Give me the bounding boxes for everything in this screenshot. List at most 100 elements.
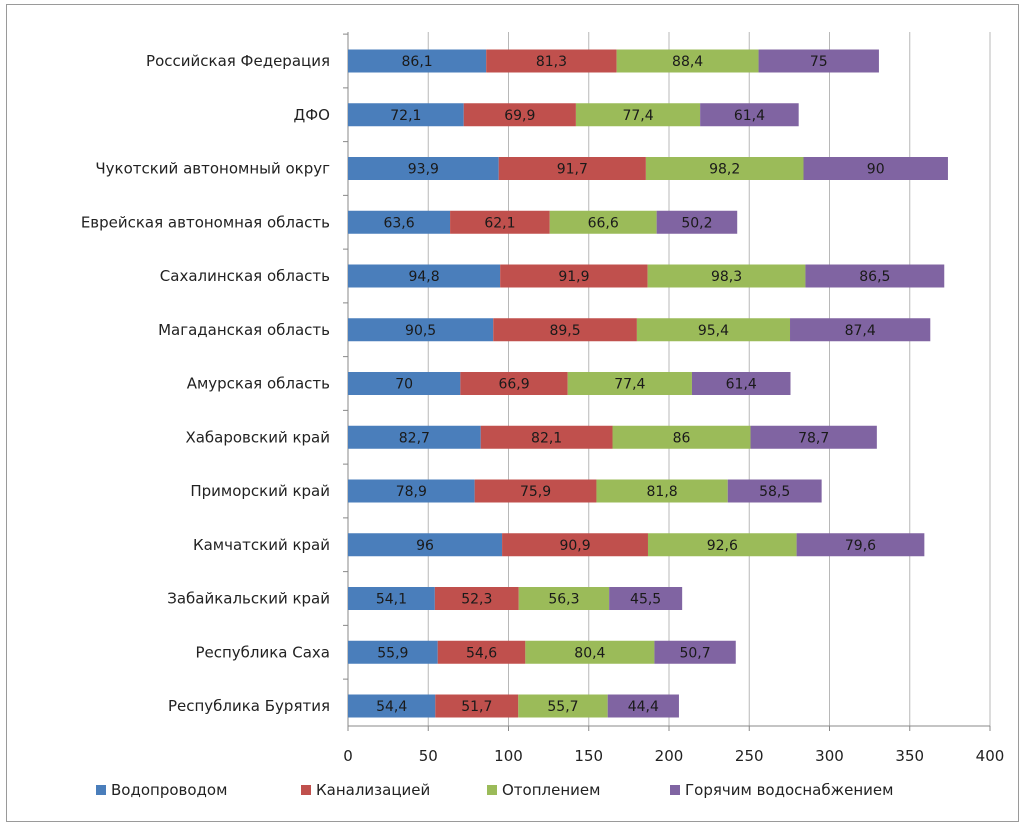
legend-swatch-канализацией [301,785,311,795]
data-label-отоплением-2: 98,2 [709,162,740,178]
bar-отоплением-8 [596,479,728,503]
bar-канализацией-8 [474,479,597,503]
x-tick-label-0: 0 [343,747,353,765]
bar-канализацией-7 [480,425,613,449]
data-label-канализацией-9: 90,9 [559,538,590,554]
data-label-горячим-водоснабжением-1: 61,4 [734,108,765,124]
bar-горячим-водоснабжением-7 [750,425,877,449]
category-label-10: Забайкальский край [167,590,330,608]
bar-водопроводом-1 [348,103,464,127]
category-label-5: Магаданская область [158,321,330,339]
bar-водопроводом-5 [348,318,494,342]
x-tick-label-250: 250 [735,747,764,765]
bar-горячим-водоснабжением-11 [654,640,736,664]
data-label-отоплением-4: 98,3 [711,269,742,285]
data-label-водопроводом-3: 63,6 [383,215,414,231]
data-label-отоплением-1: 77,4 [622,108,653,124]
data-label-канализацией-12: 51,7 [461,699,492,715]
bar-канализацией-3 [450,210,550,234]
data-label-отоплением-0: 88,4 [672,54,703,70]
bar-водопроводом-0 [348,49,487,73]
bar-канализацией-9 [502,533,648,557]
bar-канализацией-11 [437,640,526,664]
bar-отоплением-3 [549,210,657,234]
data-label-горячим-водоснабжением-5: 87,4 [845,323,876,339]
x-tick-label-400: 400 [976,747,1005,765]
data-label-канализацией-11: 54,6 [466,645,497,661]
data-label-водопроводом-12: 54,4 [376,699,407,715]
data-label-канализацией-0: 81,3 [536,54,567,70]
data-label-отоплением-8: 81,8 [647,484,678,500]
legend-label-канализацией: Канализацией [316,781,430,799]
bar-горячим-водоснабжением-0 [758,49,879,73]
bar-горячим-водоснабжением-3 [656,210,738,234]
legend-label-отоплением: Отоплением [502,781,600,799]
bar-горячим-водоснабжением-6 [691,372,791,395]
data-label-водопроводом-11: 55,9 [377,645,408,661]
data-label-водопроводом-4: 94,8 [408,269,439,285]
bar-канализацией-0 [486,49,617,73]
bar-водопроводом-2 [348,157,499,180]
legend-swatch-отоплением [487,785,497,795]
category-label-7: Хабаровский край [185,428,330,446]
category-label-8: Приморский край [190,482,330,500]
category-label-9: Камчатский край [193,536,330,554]
data-label-горячим-водоснабжением-3: 50,2 [681,215,712,231]
data-label-водопроводом-1: 72,1 [390,108,421,124]
data-label-канализацией-3: 62,1 [484,215,515,231]
bar-отоплением-7 [612,425,751,449]
data-label-горячим-водоснабжением-9: 79,6 [845,538,876,554]
bar-водопроводом-8 [348,479,475,503]
data-label-отоплением-10: 56,3 [548,592,579,608]
legend: Водопроводом Канализацией Отоплением Горячи… [96,781,893,799]
bar-водопроводом-7 [348,425,481,449]
bar-канализацией-10 [434,587,519,610]
bar-горячим-водоснабжением-8 [727,479,822,503]
data-label-отоплением-3: 66,6 [588,215,619,231]
bar-водопроводом-12 [348,694,436,718]
bar-водопроводом-11 [348,640,438,664]
bar-горячим-водоснабжением-2 [803,157,948,180]
data-label-водопроводом-5: 90,5 [405,323,436,339]
data-label-канализацией-2: 91,7 [557,162,588,178]
bar-водопроводом-6 [348,372,461,395]
data-label-канализацией-4: 91,9 [558,269,589,285]
data-label-горячим-водоснабжением-6: 61,4 [726,377,757,393]
data-label-водопроводом-2: 93,9 [408,162,439,178]
bar-отоплением-6 [567,372,692,395]
bar-канализацией-4 [500,264,648,288]
bar-канализацией-5 [493,318,637,342]
category-label-2: Чукотский автономный округ [95,160,330,178]
bar-канализацией-6 [460,372,568,395]
category-labels: Российская Федерация ДФО Чукотский автоном… [81,52,330,715]
bar-водопроводом-4 [348,264,501,288]
x-tick-labels: 0 50 100 150 200 250 300 350 400 [343,747,1004,765]
bar-горячим-водоснабжением-4 [805,264,945,288]
bar-канализацией-2 [498,157,646,180]
chart-frame [6,4,1019,822]
data-label-горячим-водоснабжением-12: 44,4 [628,699,659,715]
category-label-12: Республика Бурятия [168,697,330,715]
category-label-11: Республика Саха [195,643,330,661]
data-label-горячим-водоснабжением-8: 58,5 [759,484,790,500]
bar-отоплением-10 [518,587,610,610]
data-label-водопроводом-9: 96 [416,538,434,554]
bar-водопроводом-10 [348,587,435,610]
bar-водопроводом-3 [348,210,451,234]
bar-горячим-водоснабжением-5 [790,318,931,342]
data-label-водопроводом-6: 70 [395,377,413,393]
legend-swatch-горячим-водоснабжением [670,785,680,795]
x-tick-label-50: 50 [419,747,438,765]
data-label-канализацией-5: 89,5 [549,323,580,339]
bar-отоплением-0 [616,49,759,73]
x-tick-label-200: 200 [655,747,684,765]
bar-отоплением-12 [518,694,608,718]
category-label-0: Российская Федерация [146,52,330,70]
data-label-водопроводом-10: 54,1 [376,592,407,608]
x-tick-label-300: 300 [815,747,844,765]
x-tick-label-350: 350 [895,747,924,765]
data-label-канализацией-8: 75,9 [520,484,551,500]
data-label-горячим-водоснабжением-10: 45,5 [630,592,661,608]
data-label-водопроводом-7: 82,7 [399,430,430,446]
data-label-горячим-водоснабжением-0: 75 [810,54,828,70]
